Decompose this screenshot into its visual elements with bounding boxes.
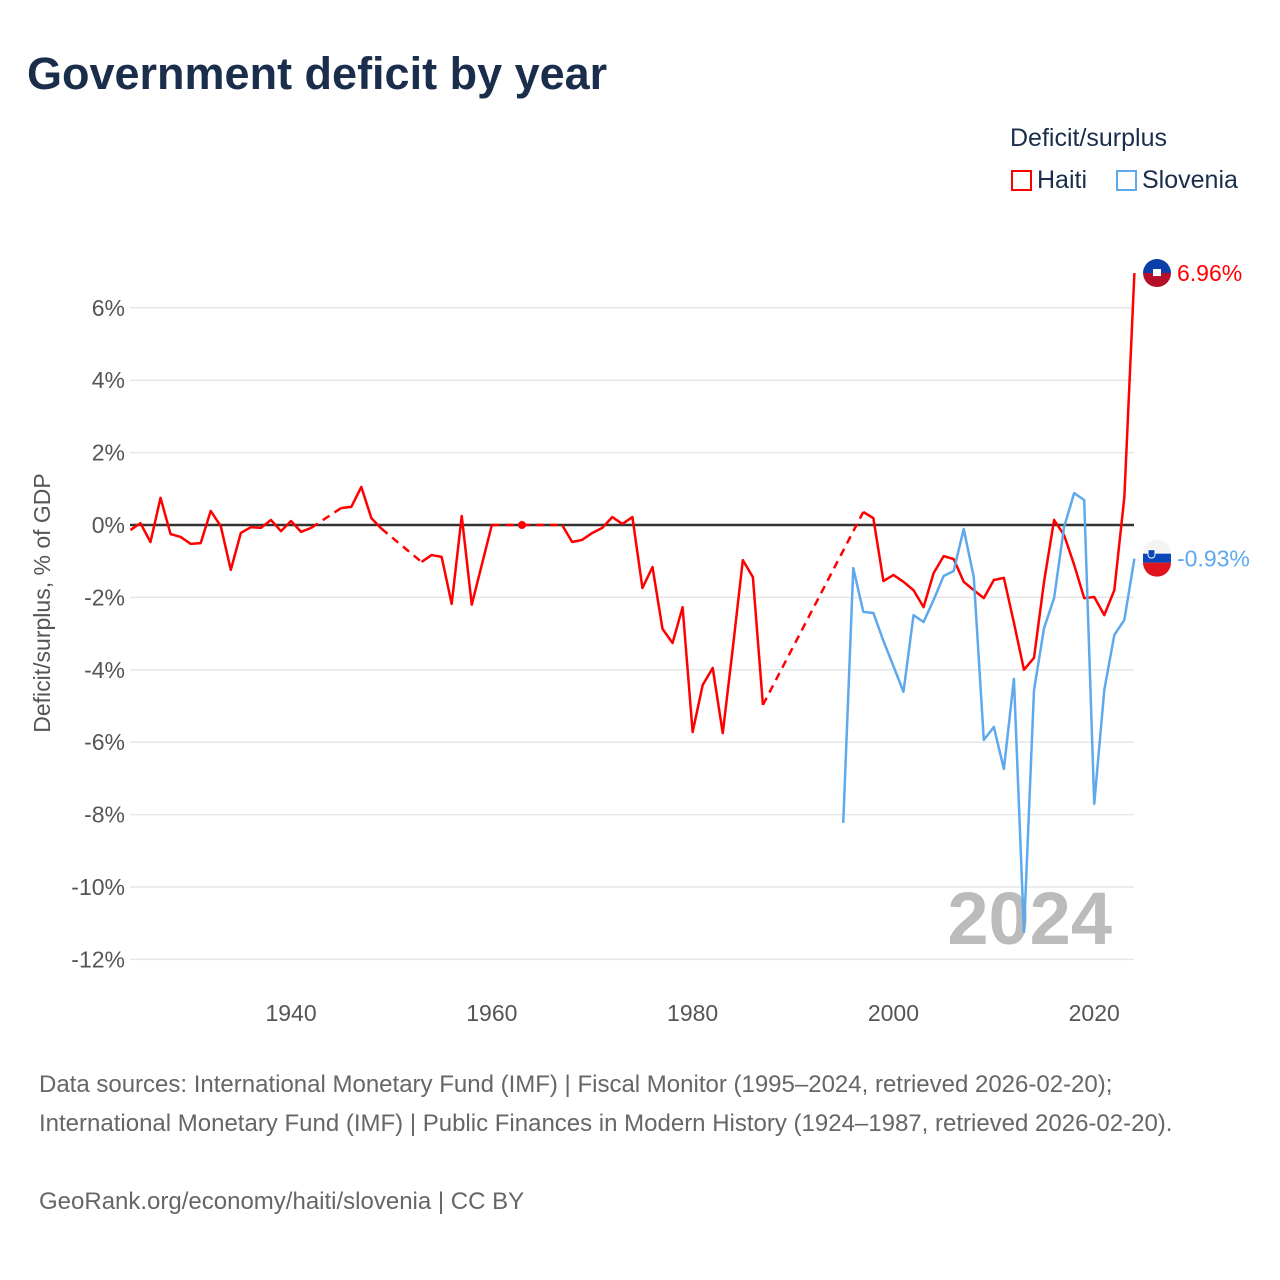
legend-item-slovenia[interactable]: Slovenia [1116,166,1238,195]
flag-stripe [1143,539,1171,554]
y-tick-label: 2% [92,440,125,466]
chart-title: Government deficit by year [27,48,608,99]
x-tick-label: 1960 [466,1000,517,1026]
legend-label-haiti: Haiti [1037,166,1088,194]
legend-title: Deficit/surplus [1010,124,1167,152]
series-line-segment [341,485,383,530]
y-tick-label: -4% [84,657,125,683]
y-tick-label: -10% [71,874,125,900]
end-label-slovenia: -0.93% [1177,546,1250,572]
series-line-segment [841,491,1136,934]
x-tick-label: 1980 [667,1000,718,1026]
y-tick-label: 0% [92,512,125,538]
flag-stripe [1143,273,1171,288]
legend-swatch-slovenia [1116,170,1137,191]
y-tick-label: 6% [92,295,125,321]
series-gap-connector [380,527,423,563]
y-tick-label: 4% [92,367,125,393]
flag-emblem [1153,269,1161,277]
legend-label-slovenia: Slovenia [1142,166,1238,194]
flag-emblem [1147,549,1156,559]
y-tick-label: -12% [71,946,125,972]
legend-item-haiti[interactable]: Haiti [1011,166,1087,195]
x-tick-label: 2020 [1069,1000,1120,1026]
flag-stripe [1143,562,1171,577]
x-tick-label: 2000 [868,1000,919,1026]
y-tick-label: -6% [84,729,125,755]
series-haiti [129,272,1136,735]
flag-stripe [1143,259,1171,274]
y-tick-label: -2% [84,584,125,610]
series-line-segment [420,514,494,606]
series-line-segment [561,515,765,735]
year-watermark: 2024 [947,877,1112,960]
series-slovenia [841,491,1136,934]
end-label-haiti: 6.96% [1177,260,1242,286]
series-line-segment [129,496,312,572]
legend-swatch-haiti [1011,170,1032,191]
y-axis-label: Deficit/surplus, % of GDP [29,473,55,732]
series-line-segment [862,272,1136,672]
flag-haiti-icon [1143,259,1171,288]
series-gap-connector [310,506,342,529]
flag-slovenia-icon [1143,539,1171,577]
x-tick-label: 1940 [265,1000,316,1026]
credit-link[interactable]: GeoRank.org/economy/haiti/slovenia | CC … [39,1188,525,1215]
data-sources: Data sources: International Monetary Fun… [39,1071,1173,1137]
y-tick-label: -8% [84,802,125,828]
flag-stripe [1143,553,1171,563]
